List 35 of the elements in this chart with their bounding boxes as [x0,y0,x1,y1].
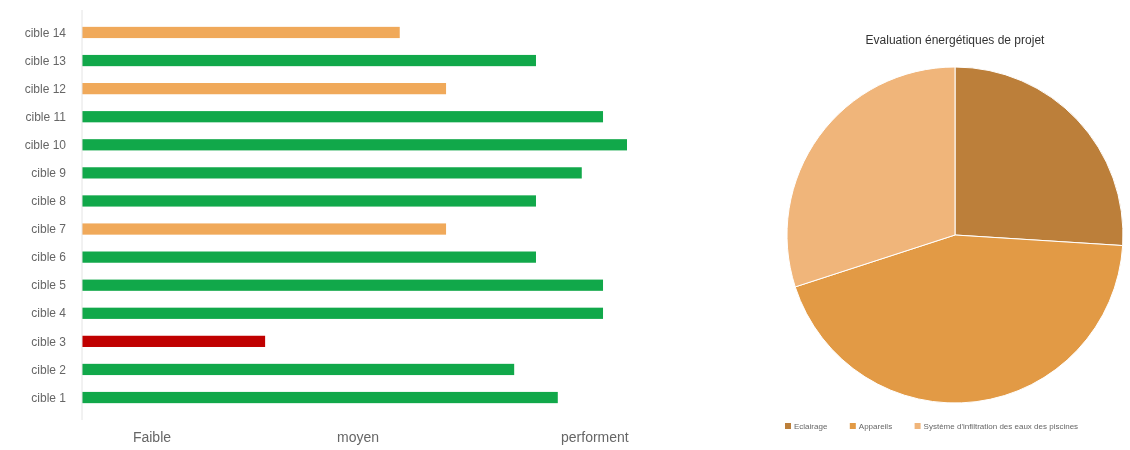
y-tick-label: cible 4 [31,306,67,321]
bar [82,139,627,151]
y-tick-label: cible 3 [31,334,67,349]
text: moyen [336,429,380,445]
bar [82,167,582,179]
text: Faible [132,429,172,445]
bar [82,195,536,207]
bar [82,307,604,319]
bar [82,26,400,39]
legend-label: Eclairage [794,421,828,431]
y-tick-label: cible 11 [25,109,67,124]
y-tick-label: cible 12 [24,81,67,96]
legend-label: Appareils [858,421,893,431]
legend-label: Système d'infiltration des eaux des piscines [923,421,1079,431]
bar [82,279,604,291]
y-tick-label: cible 1 [31,390,67,405]
bar [82,363,515,376]
y-tick-label: cible 2 [31,362,67,377]
y-tick-label: cible 9 [31,166,67,181]
bar [82,335,266,347]
bar [82,111,604,123]
y-tick-label: cible 14 [24,25,67,40]
y-tick-label: cible 5 [31,278,67,293]
y-tick-label: cible 10 [24,137,67,152]
bar [82,54,536,67]
y-tick-label: cible 13 [24,53,67,68]
chart-title: Evaluation énergétiques de projet [865,33,1046,47]
bar [82,251,536,263]
bar [82,223,447,235]
bar [82,83,447,95]
y-tick-label: cible 6 [31,250,67,265]
y-tick-label: cible 8 [31,194,67,209]
y-tick-label: cible 7 [31,222,67,237]
text: performent [561,429,629,445]
bar [82,391,558,404]
